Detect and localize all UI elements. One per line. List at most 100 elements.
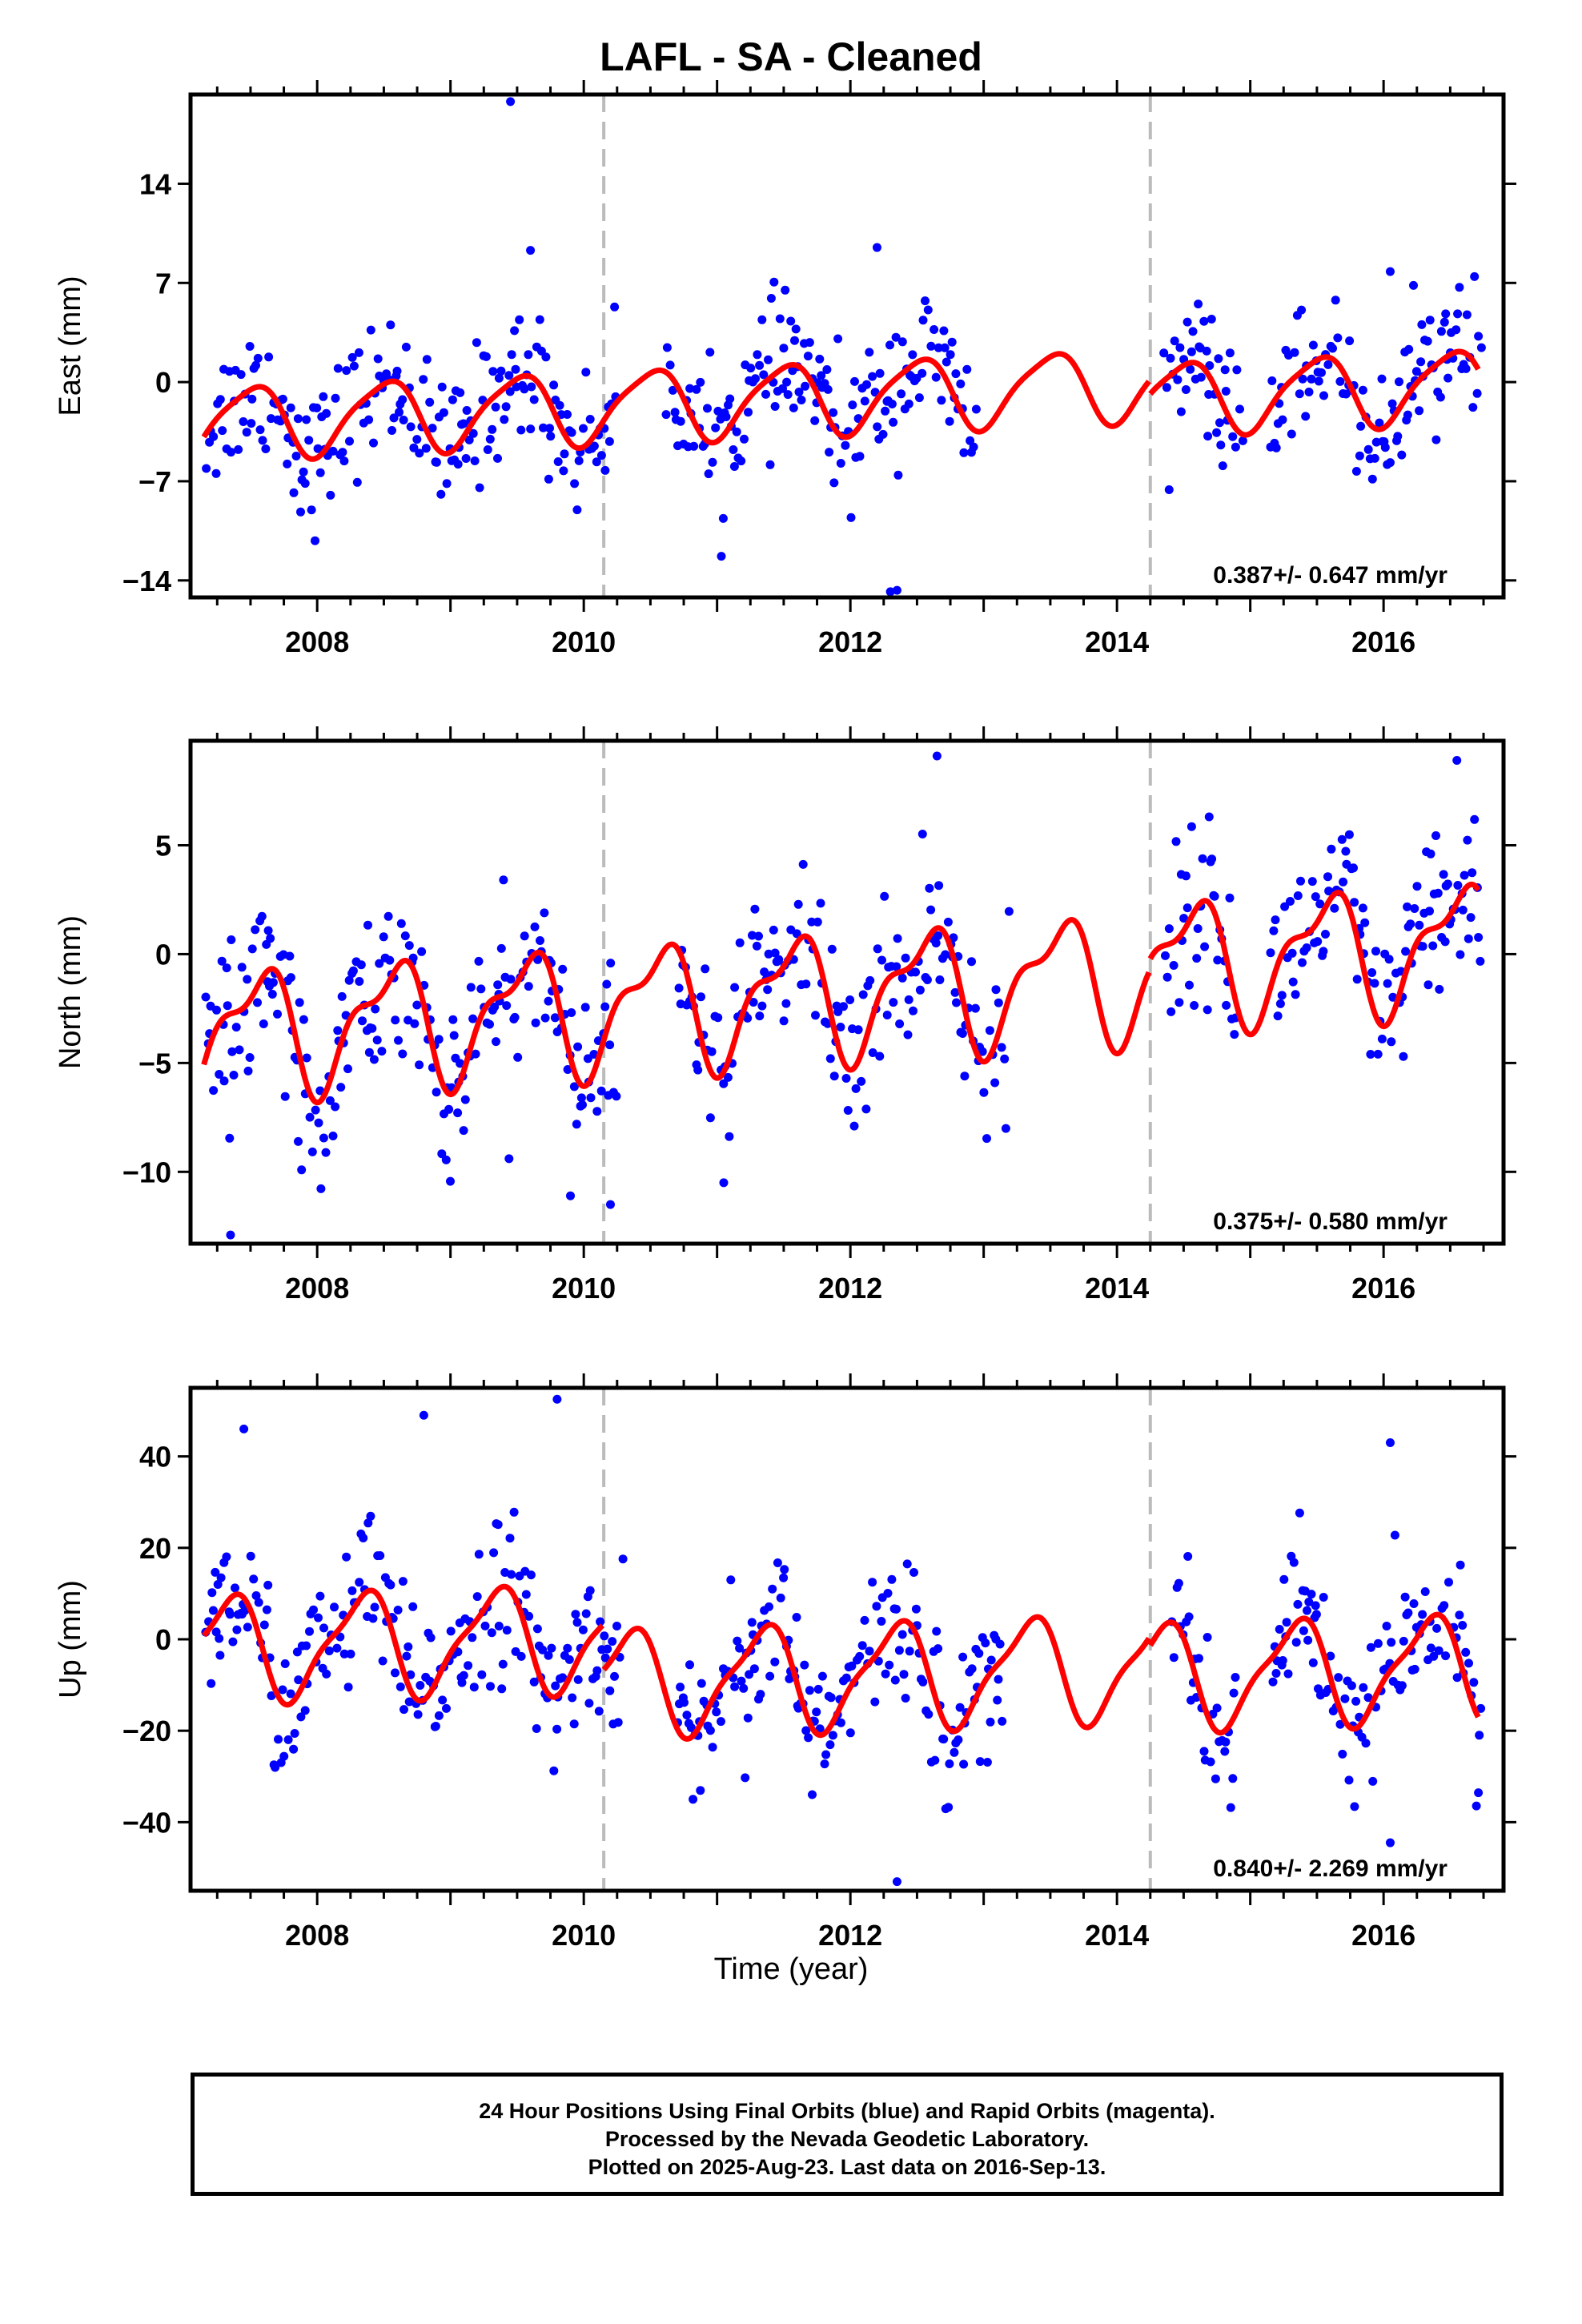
east-data-point — [934, 343, 943, 352]
east-data-point — [926, 341, 936, 351]
up-data-point — [596, 1617, 605, 1626]
east-data-point — [904, 399, 913, 408]
east-data-point — [1308, 340, 1318, 350]
north-data-point — [394, 1035, 403, 1045]
up-data-point — [359, 1534, 368, 1542]
east-data-point — [1472, 388, 1482, 398]
east-data-point — [1377, 374, 1387, 384]
north-data-point — [903, 1030, 913, 1039]
north-data-point — [1349, 863, 1358, 873]
east-data-point — [572, 505, 582, 515]
east-data-point — [505, 387, 515, 396]
up-data-point — [302, 1641, 311, 1651]
up-data-point — [855, 1651, 865, 1661]
north-data-point — [755, 1011, 765, 1021]
east-data-point — [507, 350, 516, 360]
east-data-point — [1182, 317, 1192, 327]
north-data-point — [1418, 942, 1427, 951]
east-data-point — [315, 468, 325, 477]
up-data-point — [1282, 1618, 1291, 1627]
up-data-point — [459, 1671, 468, 1680]
north-data-point — [1383, 979, 1392, 988]
north-data-point — [572, 1120, 581, 1129]
east-data-point — [1356, 421, 1366, 431]
east-data-point — [740, 434, 749, 444]
north-data-point — [1466, 913, 1476, 923]
north-data-point — [606, 959, 616, 968]
north-data-point — [1296, 876, 1305, 886]
north-data-point — [858, 990, 868, 999]
up-data-point — [1373, 1638, 1383, 1648]
east-data-point — [462, 406, 472, 415]
east-data-point — [387, 426, 396, 435]
up-x-tick-label: 2008 — [285, 1919, 349, 1952]
east-data-point — [956, 379, 966, 388]
east-data-point — [729, 462, 739, 471]
up-data-point — [883, 1589, 893, 1598]
up-data-point — [322, 1669, 331, 1679]
east-data-point — [560, 449, 569, 459]
north-data-point — [705, 1113, 715, 1123]
east-data-point — [253, 353, 263, 363]
up-data-point — [305, 1626, 314, 1636]
up-data-point — [801, 1726, 811, 1735]
north-data-point — [911, 967, 920, 977]
up-data-point — [391, 1668, 400, 1678]
up-data-point — [905, 1647, 914, 1656]
north-data-point — [1339, 877, 1348, 887]
up-data-point — [944, 1803, 954, 1812]
up-data-point — [765, 1602, 773, 1611]
north-data-point — [434, 1035, 444, 1044]
north-data-point — [1371, 947, 1380, 956]
up-data-point — [378, 1656, 387, 1666]
east-data-point — [255, 425, 265, 435]
north-data-point — [540, 1013, 550, 1023]
up-data-point — [841, 1673, 851, 1683]
up-data-point — [1444, 1578, 1453, 1587]
up-data-point — [286, 1689, 295, 1699]
north-data-point — [1307, 877, 1317, 887]
east-data-point — [574, 456, 584, 465]
north-data-point — [237, 963, 247, 972]
up-data-point — [1458, 1621, 1468, 1630]
up-data-point — [532, 1624, 542, 1634]
east-data-point — [398, 395, 408, 404]
up-data-point — [860, 1615, 869, 1625]
east-data-point — [515, 315, 524, 324]
up-data-point — [551, 1681, 560, 1691]
east-data-point — [439, 408, 448, 417]
east-data-point — [759, 370, 769, 380]
north-data-point — [506, 975, 516, 984]
east-data-point — [721, 412, 731, 421]
up-data-point — [1429, 1651, 1439, 1661]
north-data-point — [502, 1001, 512, 1011]
north-data-point — [410, 1019, 420, 1028]
up-data-point — [404, 1642, 413, 1651]
north-data-point — [1443, 879, 1452, 889]
east-data-point — [908, 350, 917, 360]
east-data-point — [520, 384, 529, 394]
up-data-point — [552, 1724, 562, 1734]
east-data-point — [1301, 412, 1311, 421]
up-data-point — [584, 1699, 594, 1708]
east-data-point — [1186, 347, 1196, 356]
east-data-point — [1393, 432, 1403, 441]
east-data-point — [202, 464, 211, 473]
east-data-point — [865, 348, 874, 357]
east-data-point — [1386, 458, 1395, 468]
east-data-point — [1317, 368, 1326, 377]
east-data-point — [419, 375, 428, 384]
east-data-point — [339, 456, 349, 466]
north-data-point — [356, 960, 366, 970]
up-model-curve — [1147, 1611, 1481, 1736]
east-data-point — [1470, 271, 1480, 281]
up-data-point — [416, 1681, 425, 1690]
up-data-point — [982, 1758, 992, 1767]
north-data-point — [1323, 872, 1332, 882]
north-data-point — [1204, 812, 1214, 822]
east-data-point — [797, 396, 806, 404]
north-data-point — [227, 1047, 237, 1056]
up-data-point — [955, 1703, 965, 1712]
up-data-point — [290, 1729, 299, 1738]
up-data-point — [262, 1605, 271, 1614]
